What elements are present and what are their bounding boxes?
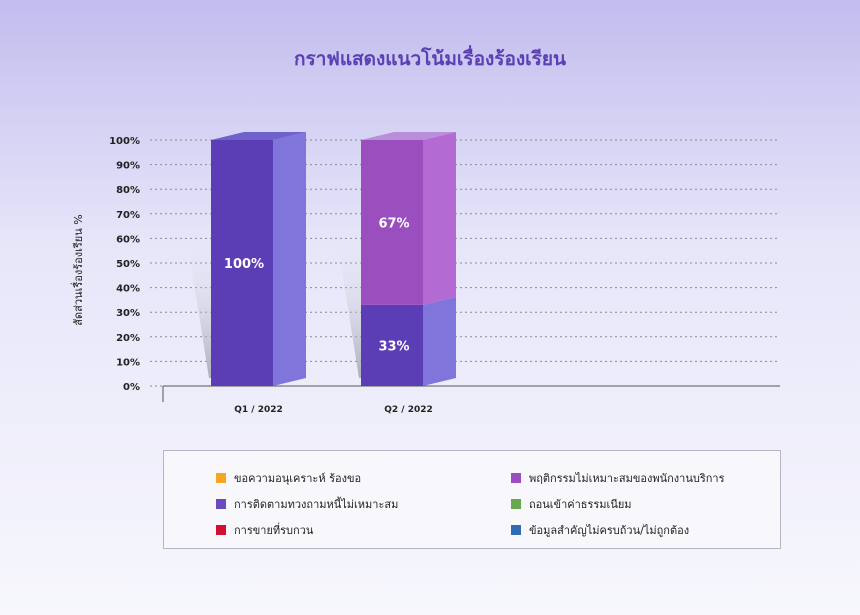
axes <box>162 385 780 402</box>
legend-item: การขายที่รบกวน <box>216 521 313 539</box>
legend-label: ข้อมูลสำคัญไม่ครบถ้วน/ไม่ถูกต้อง <box>529 524 690 537</box>
y-tick-label: 30% <box>116 308 140 319</box>
y-tick-label: 60% <box>116 234 140 245</box>
legend-swatch <box>216 525 226 535</box>
legend-label: การขายที่รบกวน <box>234 524 314 537</box>
bar-side <box>423 132 456 305</box>
y-tick-label: 100% <box>109 136 140 147</box>
data-label: 67% <box>378 216 409 231</box>
y-tick-label: 70% <box>116 210 140 221</box>
legend-item: ถอนเข้าค่าธรรมเนียม <box>511 495 632 513</box>
bar-shadow <box>187 238 211 378</box>
y-tick-label: 80% <box>116 185 140 196</box>
y-tick-label: 50% <box>116 259 140 270</box>
legend-label: การติดตามทวงถามหนี้ไม่เหมาะสม <box>234 498 399 511</box>
bar-front <box>211 140 273 386</box>
x-tick-label: Q1 / 2022 <box>234 405 283 415</box>
legend-label: ขอความอนุเคราะห์ ร้องขอ <box>234 472 362 485</box>
legend-item: ข้อมูลสำคัญไม่ครบถ้วน/ไม่ถูกต้อง <box>511 521 689 539</box>
bar-side <box>423 296 456 386</box>
x-tick-label: Q2 / 2022 <box>384 405 433 415</box>
bar-shadow <box>337 238 361 378</box>
bar-top <box>211 132 306 140</box>
y-tick-label: 90% <box>116 161 140 172</box>
y-tick-label: 0% <box>123 382 140 393</box>
data-label: 33% <box>378 339 409 354</box>
bars <box>187 132 456 386</box>
y-tick-label: 10% <box>116 357 140 368</box>
legend-swatch <box>216 473 226 483</box>
bar-side <box>273 132 306 386</box>
y-tick-label: 40% <box>116 284 140 295</box>
chart-title: กราฟแสดงแนวโน้มเรื่องร้องเรียน <box>293 48 566 70</box>
legend-label: ถอนเข้าค่าธรรมเนียม <box>529 498 632 511</box>
legend-swatch <box>511 473 521 483</box>
legend-swatch <box>216 499 226 509</box>
legend-swatch <box>511 525 521 535</box>
legend-label: พฤติกรรมไม่เหมาะสมของพนักงานบริการ <box>529 472 725 485</box>
legend-swatch <box>511 499 521 509</box>
bar-front <box>361 304 423 386</box>
bar-top <box>361 132 456 140</box>
data-label: 100% <box>224 257 264 272</box>
bar-front <box>361 140 423 305</box>
legend-item: การติดตามทวงถามหนี้ไม่เหมาะสม <box>216 495 398 513</box>
legend-item: พฤติกรรมไม่เหมาะสมของพนักงานบริการ <box>511 469 725 487</box>
legend: ขอความอนุเคราะห์ ร้องขอการติดตามทวงถามหน… <box>163 450 781 549</box>
labels: 100% 90% 80% 70% 60% 50% 40% 30% 20% 10% 0% 100% Q1 … <box>109 136 433 415</box>
legend-item: ขอความอนุเคราะห์ ร้องขอ <box>216 469 361 487</box>
y-tick-label: 20% <box>116 333 140 344</box>
